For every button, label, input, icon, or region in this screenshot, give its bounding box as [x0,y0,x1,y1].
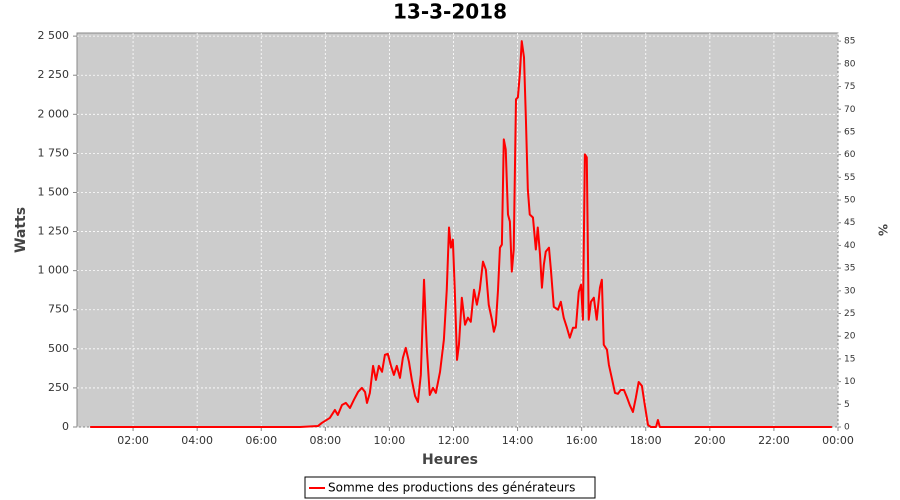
y2-tick-label: 5 [844,400,850,410]
y2-tick-label: 60 [844,150,856,160]
x-tick-label: 08:00 [309,434,341,447]
y2-tick-label: 10 [844,377,856,387]
x-tick-label: 14:00 [502,434,534,447]
y2-tick-label: 80 [844,59,856,69]
y-tick-label: 0 [62,420,69,433]
plot-area [76,32,839,428]
y2-tick-label: 75 [844,82,855,92]
chart-title: 13-3-2018 [393,0,507,24]
y2-axis-title: % [876,224,890,236]
y2-tick-label: 65 [844,127,855,137]
legend-label: Somme des productions des générateurs [328,481,575,495]
y-tick-label: 1 750 [38,146,70,159]
y-axis-title: Watts [13,207,29,253]
x-tick-label: 10:00 [374,434,406,447]
y-tick-label: 1 500 [38,185,70,198]
x-axis-title: Heures [422,452,478,468]
y2-tick-label: 70 [844,105,856,115]
x-tick-label: 06:00 [245,434,277,447]
y2-tick-label: 50 [844,196,856,206]
y-tick-label: 500 [48,342,69,355]
x-tick-label: 12:00 [438,434,470,447]
legend [304,476,596,499]
y2-tick-label: 0 [844,423,850,433]
y2-tick-label: 20 [844,332,856,342]
x-tick-label: 20:00 [694,434,726,447]
y-tick-label: 250 [48,381,69,394]
y-tick-label: 2 250 [38,68,70,81]
y-tick-label: 2 500 [38,29,70,42]
x-tick-label: 16:00 [566,434,598,447]
y2-tick-label: 30 [844,286,856,296]
y-tick-label: 1 250 [38,225,70,238]
data-line [90,40,832,428]
y2-tick-label: 85 [844,37,855,47]
x-tick-label: 02:00 [117,434,149,447]
x-tick-label: 18:00 [630,434,662,447]
y-tick-label: 1 000 [38,264,70,277]
y2-tick-label: 35 [844,264,855,274]
y-tick-label: 2 000 [38,107,70,120]
x-tick-label: 00:00 [822,434,854,447]
x-tick-label: 04:00 [181,434,213,447]
y2-tick-label: 40 [844,241,856,251]
y2-tick-label: 45 [844,218,855,228]
y2-tick-label: 25 [844,309,855,319]
y2-tick-label: 55 [844,173,855,183]
y2-tick-label: 15 [844,354,855,364]
x-tick-label: 22:00 [758,434,790,447]
y-tick-label: 750 [48,303,69,316]
